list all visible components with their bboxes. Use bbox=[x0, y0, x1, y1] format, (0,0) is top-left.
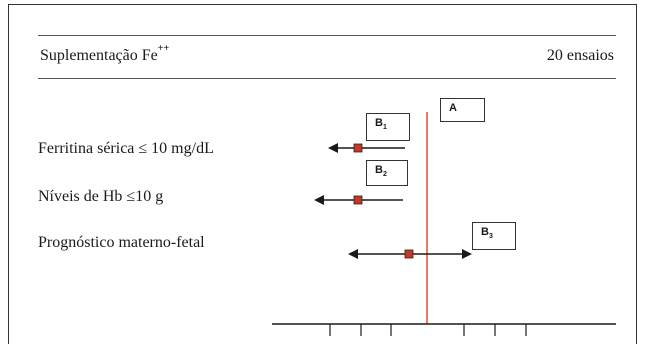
figure-frame bbox=[8, 4, 637, 344]
row3-right-arrow bbox=[462, 249, 472, 259]
row2-left-arrow bbox=[314, 195, 324, 205]
label-box-b2: B2 bbox=[366, 160, 408, 186]
label-box-b1: B1 bbox=[366, 113, 410, 141]
reference-box-a: A bbox=[440, 98, 485, 122]
row1-left-arrow bbox=[328, 143, 338, 153]
row3-left-arrow bbox=[348, 249, 358, 259]
row-label-prognosis: Prognóstico materno-fetal bbox=[38, 234, 205, 251]
row-label-hb: Níveis de Hb ≤10 g bbox=[38, 188, 164, 205]
row2-point-marker bbox=[353, 195, 363, 205]
header-title-superscript: ++ bbox=[157, 43, 170, 54]
label-box-b3: B3 bbox=[472, 222, 516, 250]
row1-point-marker bbox=[353, 143, 363, 153]
header-title: Suplementação Fe++ bbox=[40, 43, 170, 64]
row-label-ferritin: Ferritina sérica ≤ 10 mg/dL bbox=[38, 140, 214, 157]
header-band: Suplementação Fe++ 20 ensaios bbox=[38, 35, 616, 79]
row3-point-marker bbox=[404, 249, 414, 259]
trial-count: 20 ensaios bbox=[546, 47, 614, 64]
